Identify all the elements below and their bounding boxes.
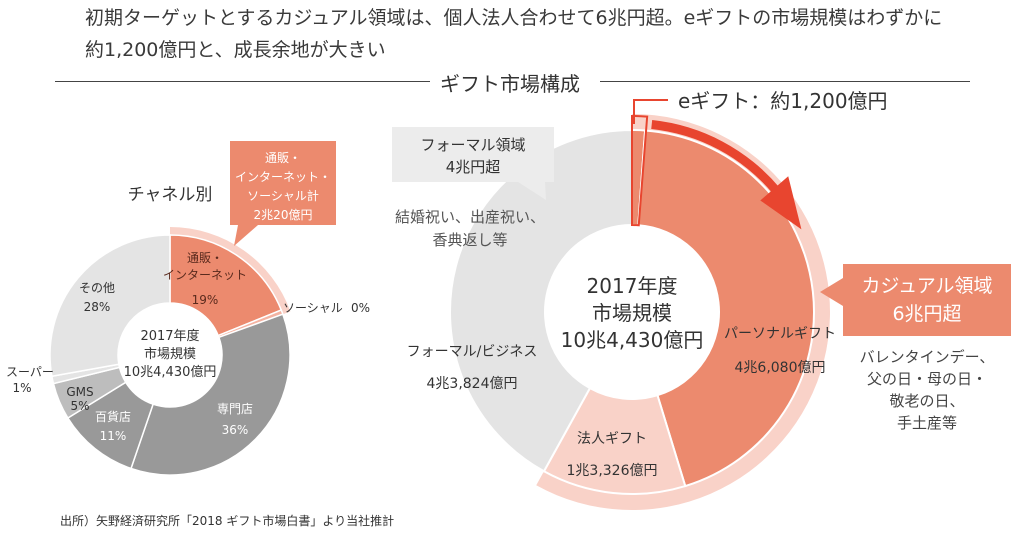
casual-examples-3: 敬老の日、 [889, 392, 964, 410]
value-specialty: 36% [222, 423, 249, 437]
label-gms: GMS [66, 385, 93, 399]
formal-examples-2: 香典返し等 [432, 231, 507, 249]
label-other: その他 [79, 281, 115, 295]
egift-highlight-outline [631, 114, 649, 227]
market-center-label-3: 10兆4,430億円 [561, 328, 704, 352]
label-corporate-gift: 法人ギフト [577, 431, 647, 447]
channel-center-label-3: 10兆4,430億円 [124, 364, 217, 380]
market-center-label-2: 市場規模 [592, 301, 672, 325]
label-personal-gift: パーソナルギフト [724, 326, 836, 342]
headline: 初期ターゲットとするカジュアル領域は、個人法人合わせて6兆円超。eギフトの市場規… [85, 2, 985, 66]
formal-box [392, 127, 554, 182]
headline-line-2: 約1,200億円と、成長余地が大きい [85, 39, 386, 61]
channel-callout-box [230, 141, 336, 225]
segment-4 [449, 128, 633, 473]
section-divider-right [600, 81, 970, 82]
casual-box-text-2: 6兆円超 [892, 303, 961, 325]
formal-examples-1: 結婚祝い、出産祝い、 [395, 208, 545, 226]
channel-callout-text-3: ソーシャル計 [247, 188, 319, 203]
channel-total-band [170, 227, 291, 315]
formal-box-text-1: フォーマル領域 [420, 136, 525, 154]
label-super: スーパー [6, 365, 54, 379]
headline-line-1: 初期ターゲットとするカジュアル領域は、個人法人合わせて6兆円超。eギフトの市場規… [85, 7, 943, 29]
channel-callout-text-1: 通販・ [265, 151, 301, 165]
value-department: 11% [100, 429, 127, 443]
label-netshop-1: 通販・ [187, 251, 223, 265]
label-formal-business: フォーマル/ビジネス [407, 344, 538, 360]
value-other: 28% [84, 300, 111, 314]
egift-label: eギフト：約1,200億円 [678, 89, 888, 113]
formal-box-pointer [518, 182, 546, 200]
label-social: ソーシャル [283, 301, 343, 315]
casual-box-pointer [820, 278, 843, 306]
channel-center-label-2: 市場規模 [144, 346, 196, 362]
slice-1 [169, 234, 283, 337]
slice-3 [130, 313, 291, 476]
channel-callout-pointer [234, 225, 258, 246]
value-social: 0% [351, 301, 370, 315]
growth-arrow-shaft [651, 120, 780, 194]
channel-callout-text-2: インターネット・ [235, 170, 331, 184]
section-title: ギフト市場構成 [440, 72, 580, 96]
value-corporate-gift: 1兆3,326億円 [567, 463, 658, 479]
label-netshop-2: インターネット [163, 268, 247, 282]
label-specialty: 専門店 [217, 402, 253, 416]
egift-leader-line [633, 99, 668, 124]
casual-box-text-1: カジュアル領域 [861, 275, 992, 297]
value-netshop: 19% [192, 293, 219, 307]
source-note: 出所）矢野経済研究所「2018 ギフト市場白書」より当社推計 [60, 514, 395, 528]
section-divider-left [55, 81, 430, 82]
casual-examples-2: 父の日・母の日・ [867, 370, 987, 388]
casual-examples-1: バレンタインデー、 [860, 348, 995, 366]
value-gms: 5% [70, 399, 89, 413]
market-center-label-1: 2017年度 [587, 274, 678, 298]
slice-7 [49, 234, 171, 378]
value-formal-business: 4兆3,824億円 [427, 376, 518, 392]
growth-arrow-head [760, 176, 802, 230]
channel-chart-title: チャネル別 [128, 185, 213, 205]
casual-examples-4: 手土産等 [897, 414, 957, 432]
label-department: 百貨店 [95, 409, 131, 424]
casual-box [843, 264, 1011, 336]
value-super: 1% [12, 381, 31, 395]
channel-callout-text-4: 2兆20億円 [254, 208, 313, 222]
value-personal-gift: 4兆6,080億円 [735, 360, 826, 376]
channel-center-label-1: 2017年度 [140, 328, 199, 344]
formal-box-text-2: 4兆円超 [446, 158, 501, 176]
